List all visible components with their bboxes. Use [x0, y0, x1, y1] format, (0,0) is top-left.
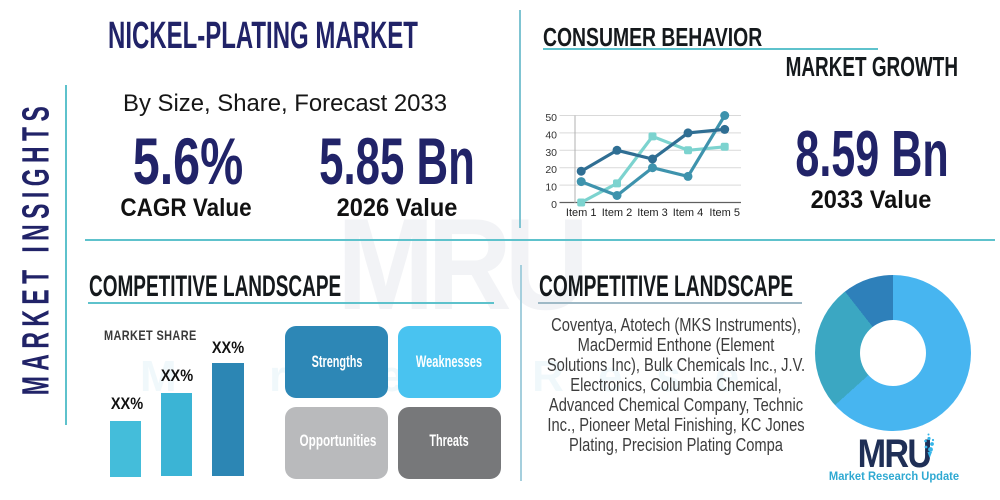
svg-text:0: 0 [551, 199, 557, 211]
svg-text:30: 30 [545, 147, 557, 159]
svg-text:Item 3: Item 3 [637, 207, 668, 219]
svg-text:10: 10 [545, 182, 557, 194]
svg-text:Item 1: Item 1 [566, 207, 597, 219]
svg-text:Item 5: Item 5 [709, 207, 740, 219]
svg-text:50: 50 [545, 112, 557, 124]
svg-text:20: 20 [545, 164, 557, 176]
svg-text:40: 40 [545, 129, 557, 141]
svg-text:Item 4: Item 4 [673, 207, 704, 219]
svg-text:Item 2: Item 2 [602, 207, 633, 219]
